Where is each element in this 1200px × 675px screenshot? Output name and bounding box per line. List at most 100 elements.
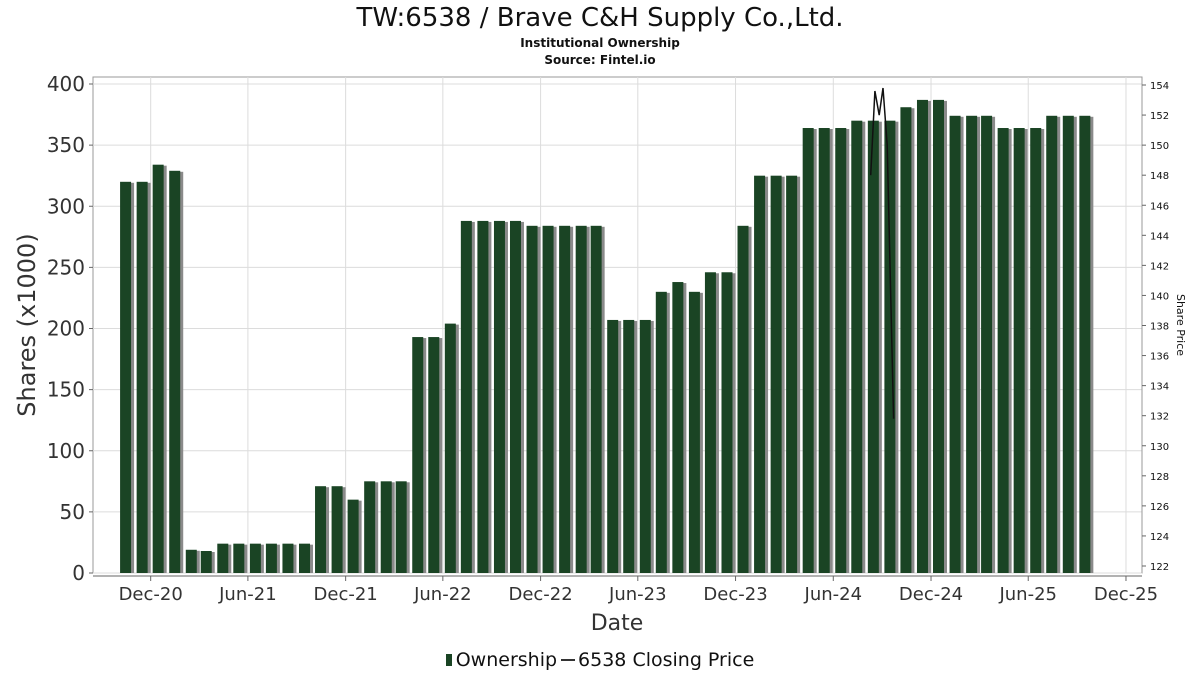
- ownership-bar: [331, 486, 343, 573]
- ownership-bar: [493, 220, 505, 574]
- ownership-bar: [933, 99, 945, 573]
- y-tick-label: 100: [47, 439, 85, 463]
- y-tick-label: 0: [72, 561, 85, 585]
- x-tick-label: Dec-20: [119, 584, 183, 605]
- y-tick-label: 300: [47, 194, 85, 218]
- ownership-bar: [185, 549, 197, 573]
- ownership-bar: [575, 225, 587, 573]
- y-tick-label: 150: [47, 378, 85, 402]
- y2-tick-label: 136: [1150, 352, 1169, 363]
- ownership-bar: [590, 225, 602, 573]
- x-tick-label: Jun-25: [998, 584, 1057, 605]
- legend-price-swatch: [561, 658, 576, 661]
- ownership-bar: [966, 115, 978, 573]
- y2-tick-label: 124: [1150, 532, 1169, 543]
- ownership-bar: [412, 337, 424, 573]
- y2-tick-label: 126: [1150, 502, 1169, 513]
- x-tick-label: Dec-21: [314, 584, 378, 605]
- x-tick-label: Dec-24: [899, 584, 963, 605]
- ownership-bar: [981, 115, 993, 573]
- ownership-bar: [639, 319, 651, 573]
- y2-tick-label: 150: [1150, 141, 1169, 152]
- ownership-bar: [802, 128, 814, 573]
- price-line-group: [869, 87, 895, 419]
- y-tick-label: 250: [47, 255, 85, 279]
- ownership-bar: [818, 128, 830, 573]
- chart-title: TW:6538 / Brave C&H Supply Co.,Ltd.: [356, 3, 844, 33]
- ownership-bar: [1013, 128, 1025, 573]
- ownership-bar: [949, 115, 961, 573]
- ownership-bar: [152, 164, 164, 573]
- chart-source: Source: Fintel.io: [544, 53, 656, 67]
- y2-axis-label: Share Price: [1174, 294, 1187, 356]
- ownership-bar: [217, 543, 229, 573]
- ownership-bar: [704, 272, 716, 573]
- ownership-bar: [315, 486, 327, 573]
- ownership-bar: [120, 181, 132, 574]
- legend-ownership-label: Ownership: [455, 648, 558, 671]
- x-axis-label: Date: [591, 611, 644, 636]
- price-line: [869, 87, 895, 419]
- ownership-bar: [884, 120, 896, 574]
- ownership-bars: [120, 99, 1094, 574]
- ownership-bar: [835, 128, 847, 573]
- x-tick-label: Dec-23: [703, 584, 767, 605]
- ownership-bar: [477, 220, 489, 574]
- x-tick-label: Dec-25: [1094, 584, 1158, 605]
- ownership-bar: [299, 543, 311, 573]
- ownership-bar: [607, 319, 619, 573]
- y-tick-label: 400: [47, 72, 85, 96]
- ownership-bar: [916, 99, 928, 573]
- y2-tick-label: 140: [1150, 291, 1169, 302]
- y2-tick-label: 128: [1150, 472, 1169, 483]
- ownership-bar: [428, 337, 440, 573]
- y-tick-label: 200: [47, 317, 85, 341]
- ownership-bar: [364, 481, 376, 573]
- ownership-bar: [136, 181, 148, 574]
- ownership-bar: [526, 225, 538, 573]
- x-tick-label: Dec-22: [508, 584, 572, 605]
- ownership-bar: [542, 225, 554, 573]
- axes: 0 50 100 150 200 250 300 350 400 Dec-20 Jun-21 Dec-…: [47, 72, 1169, 605]
- x-tick-label: Jun-23: [608, 584, 667, 605]
- y2-tick-label: 144: [1150, 231, 1169, 242]
- ownership-bar: [867, 120, 879, 574]
- ownership-bar: [688, 291, 700, 573]
- ownership-bar: [770, 175, 782, 573]
- ownership-bar: [380, 481, 392, 573]
- ownership-bar: [900, 107, 912, 573]
- ownership-bar: [444, 323, 456, 573]
- ownership-bar: [1030, 128, 1042, 573]
- ownership-bar: [200, 550, 212, 573]
- y-tick-label: 350: [47, 133, 85, 157]
- y2-tick-label: 152: [1150, 111, 1169, 122]
- ownership-bar: [460, 220, 472, 574]
- ownership-bar: [672, 282, 684, 573]
- x-tick-label: Jun-21: [218, 584, 277, 605]
- ownership-bar: [347, 499, 359, 573]
- ownership-bar: [721, 272, 733, 573]
- ownership-bar: [559, 225, 571, 573]
- ownership-bar: [1062, 115, 1074, 573]
- y2-tick-label: 122: [1150, 562, 1169, 573]
- y2-tick-label: 148: [1150, 171, 1169, 182]
- x-tick-label: Jun-24: [804, 584, 863, 605]
- legend-price-label: 6538 Closing Price: [578, 648, 755, 671]
- y2-tick-label: 142: [1150, 261, 1169, 272]
- y2-tick-label: 154: [1150, 81, 1169, 92]
- y2-tick-label: 130: [1150, 442, 1169, 453]
- ownership-bar: [249, 543, 261, 573]
- x-tick-label: Jun-22: [413, 584, 472, 605]
- y-axis-label: Shares (x1000): [13, 233, 41, 416]
- ownership-bar: [754, 175, 766, 573]
- ownership-bar: [509, 220, 521, 574]
- ownership-bar: [395, 481, 407, 573]
- ownership-bar: [786, 175, 798, 573]
- ownership-bar: [169, 170, 181, 574]
- y2-tick-label: 132: [1150, 412, 1169, 423]
- ownership-bar: [1079, 115, 1091, 573]
- ownership-bar: [623, 319, 635, 573]
- y2-tick-label: 138: [1150, 322, 1169, 333]
- y-tick-label: 50: [60, 500, 85, 524]
